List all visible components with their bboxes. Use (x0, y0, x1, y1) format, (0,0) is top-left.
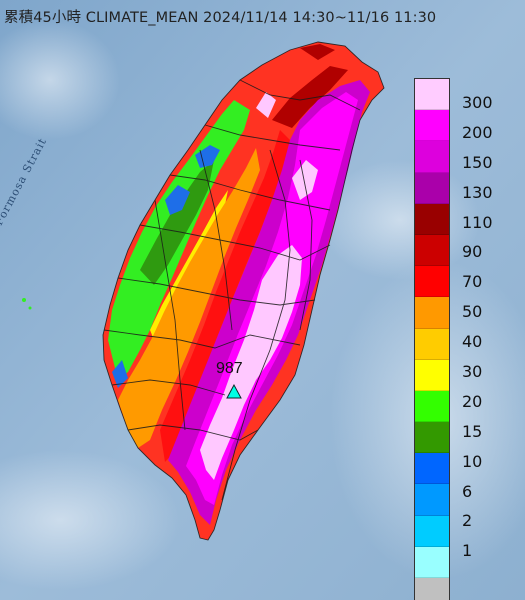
legend-swatch (415, 141, 449, 173)
legend-label: 10 (462, 451, 483, 471)
cloud-texture (0, 450, 180, 590)
legend-swatch (415, 515, 449, 547)
rain-zone-orange (118, 148, 260, 448)
legend-swatch (415, 266, 449, 298)
legend-label: 30 (462, 362, 483, 382)
legend-swatch (415, 359, 449, 391)
legend-label: 90 (462, 242, 483, 262)
rain-zone-red (160, 130, 290, 462)
legend-label: 110 (462, 212, 493, 232)
legend-label: 2 (462, 511, 473, 531)
legend-swatch (415, 578, 449, 600)
legend-swatch (415, 172, 449, 204)
legend-swatch (415, 110, 449, 142)
rainfall-legend-bar (414, 78, 450, 600)
legend-label: 300 (462, 93, 493, 112)
legend-swatch (415, 484, 449, 516)
county-boundaries (102, 41, 385, 541)
legend-swatch (415, 79, 449, 111)
offshore-islets (22, 298, 32, 310)
rain-zone-darkred (272, 44, 348, 128)
legend-label: 20 (462, 391, 483, 411)
legend-swatch (415, 234, 449, 267)
map-title: 累積45小時 CLIMATE_MEAN 2024/11/14 14:30~11/… (4, 10, 437, 26)
legend-label: 50 (462, 302, 483, 322)
rain-zone-darkgreen (140, 160, 214, 285)
legend-swatch (415, 453, 449, 485)
legend-swatch (415, 297, 449, 329)
legend-swatch (415, 390, 449, 423)
legend-label: 150 (462, 152, 493, 172)
rain-zone-blue (112, 145, 220, 388)
legend-swatch (415, 422, 449, 454)
max-rainfall-marker (226, 383, 242, 399)
legend-label: 70 (462, 272, 483, 292)
legend-label: 200 (462, 122, 493, 142)
rainfall-legend-labels: 300 200 150 130 110 90 70 50 40 30 20 15 10 6 2 1 (462, 95, 522, 573)
legend-label: 6 (462, 481, 473, 501)
legend-label: 130 (462, 182, 493, 202)
legend-label: 1 (462, 541, 473, 561)
legend-label: 15 (462, 421, 483, 441)
max-rainfall-value: 987 (216, 360, 243, 377)
legend-label: 40 (462, 332, 483, 352)
legend-swatch (415, 328, 449, 360)
cloud-texture (0, 20, 120, 140)
legend-swatch (415, 546, 449, 578)
legend-swatch (415, 203, 449, 235)
rain-zone-pink (200, 245, 302, 480)
